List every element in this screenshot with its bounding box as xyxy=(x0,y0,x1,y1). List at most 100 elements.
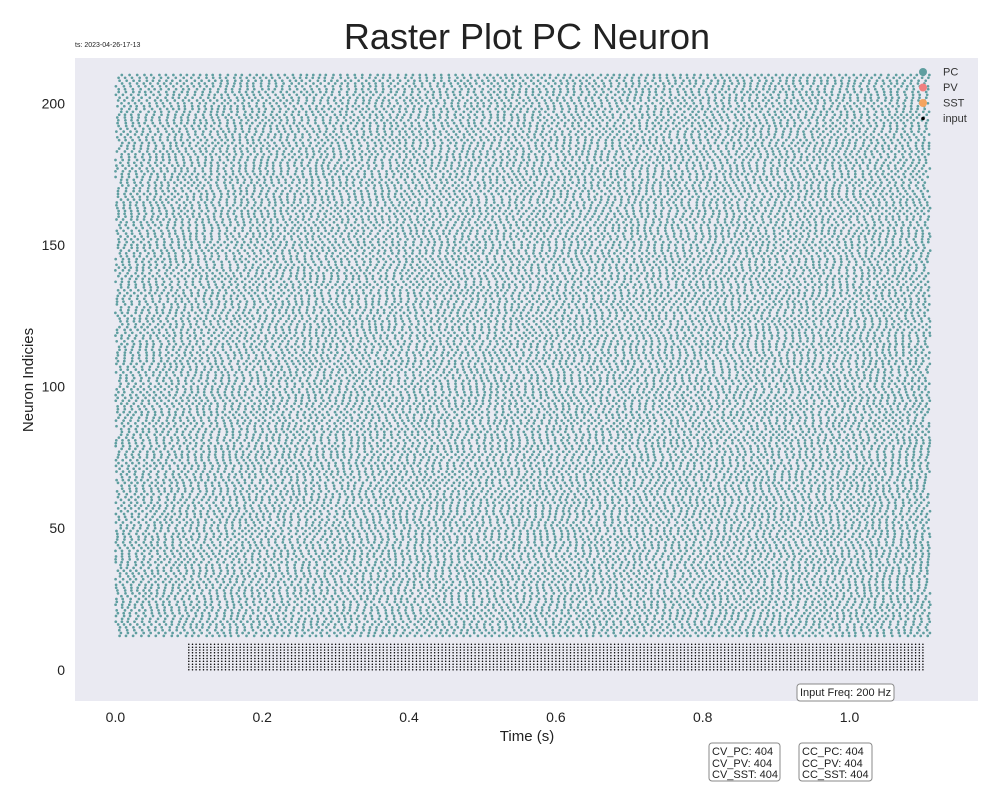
pc-spike xyxy=(178,612,181,615)
pc-spike xyxy=(845,521,848,524)
pc-spike xyxy=(835,635,838,638)
pc-spike xyxy=(489,550,492,553)
pc-spike xyxy=(550,567,553,570)
pc-spike xyxy=(478,567,481,570)
pc-spike xyxy=(769,595,772,598)
pc-spike xyxy=(771,592,774,595)
pc-spike xyxy=(798,598,801,601)
pc-spike xyxy=(799,592,802,595)
pc-spike xyxy=(489,518,492,521)
pc-spike xyxy=(402,561,405,564)
pc-spike xyxy=(732,612,735,615)
pc-spike xyxy=(171,544,174,547)
pc-spike xyxy=(606,581,609,584)
pc-spike xyxy=(784,533,787,536)
pc-spike xyxy=(485,615,488,618)
pc-spike xyxy=(441,569,444,572)
pc-spike xyxy=(893,524,896,527)
pc-spike xyxy=(842,561,845,564)
pc-spike xyxy=(615,612,618,615)
pc-spike xyxy=(573,592,576,595)
pc-spike xyxy=(163,592,166,595)
pc-spike xyxy=(818,623,821,626)
pc-spike xyxy=(457,547,460,550)
pc-spike xyxy=(186,521,189,524)
pc-spike xyxy=(336,615,339,618)
pc-spike xyxy=(635,575,638,578)
pc-spike xyxy=(881,615,884,618)
pc-spike xyxy=(544,561,547,564)
pc-spike xyxy=(905,615,908,618)
pc-spike xyxy=(154,626,157,629)
pc-spike xyxy=(350,572,353,575)
pc-spike xyxy=(716,555,719,558)
pc-spike xyxy=(672,632,675,635)
pc-spike xyxy=(738,550,741,553)
pc-spike xyxy=(359,547,362,550)
pc-spike xyxy=(670,601,673,604)
pc-spike xyxy=(501,598,504,601)
pc-spike xyxy=(505,530,508,533)
pc-spike xyxy=(560,530,563,533)
pc-spike xyxy=(603,586,606,589)
pc-spike xyxy=(291,581,294,584)
pc-spike xyxy=(491,620,494,623)
pc-spike xyxy=(342,603,345,606)
pc-spike xyxy=(484,612,487,615)
pc-spike xyxy=(256,589,259,592)
pc-spike xyxy=(888,564,891,567)
pc-spike xyxy=(295,623,298,626)
pc-spike xyxy=(302,533,305,536)
pc-spike xyxy=(810,521,813,524)
pc-spike xyxy=(212,620,215,623)
pc-spike xyxy=(136,623,139,626)
pc-spike xyxy=(408,578,411,581)
pc-spike xyxy=(255,632,258,635)
pc-spike xyxy=(204,518,207,521)
pc-spike xyxy=(178,564,181,567)
pc-spike xyxy=(474,550,477,553)
pc-spike xyxy=(451,603,454,606)
pc-spike xyxy=(588,618,591,621)
pc-spike xyxy=(294,578,297,581)
pc-spike xyxy=(508,561,511,564)
pc-spike xyxy=(637,518,640,521)
pc-spike xyxy=(861,615,864,618)
pc-spike xyxy=(394,524,397,527)
pc-spike xyxy=(341,544,344,547)
pc-spike xyxy=(468,516,471,519)
pc-spike xyxy=(607,575,610,578)
pc-spike xyxy=(394,555,397,558)
pc-spike xyxy=(672,603,675,606)
pc-spike xyxy=(491,530,494,533)
pc-spike xyxy=(191,578,194,581)
pc-spike xyxy=(349,601,352,604)
pc-spike xyxy=(613,581,616,584)
pc-spike xyxy=(687,524,690,527)
pc-spike xyxy=(257,615,260,618)
pc-spike xyxy=(409,524,412,527)
pc-spike xyxy=(879,561,882,564)
pc-spike xyxy=(532,578,535,581)
pc-spike xyxy=(871,561,874,564)
pc-spike xyxy=(844,541,847,544)
pc-spike xyxy=(740,552,743,555)
pc-spike xyxy=(420,623,423,626)
pc-spike xyxy=(831,558,834,561)
pc-spike xyxy=(743,606,746,609)
pc-spike xyxy=(285,558,288,561)
pc-spike xyxy=(859,521,862,524)
pc-spike xyxy=(523,632,526,635)
pc-spike xyxy=(555,555,558,558)
pc-spike xyxy=(505,567,508,570)
pc-spike xyxy=(864,527,867,530)
pc-spike xyxy=(417,603,420,606)
pc-spike xyxy=(680,558,683,561)
pc-spike xyxy=(820,598,823,601)
pc-spike xyxy=(653,572,656,575)
pc-spike xyxy=(589,589,592,592)
pc-spike xyxy=(659,626,662,629)
pc-spike xyxy=(508,572,511,575)
pc-spike xyxy=(903,578,906,581)
pc-spike xyxy=(896,584,899,587)
